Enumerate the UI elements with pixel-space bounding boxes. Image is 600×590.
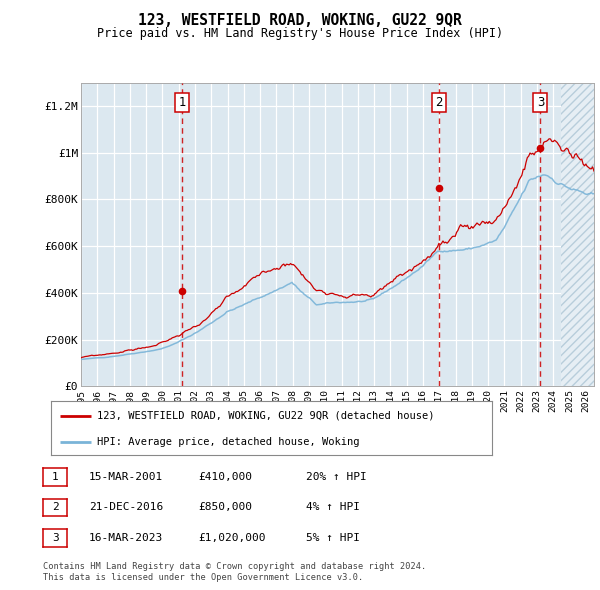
Bar [562, 83, 594, 386]
Bar [562, 83, 594, 386]
Text: 5% ↑ HPI: 5% ↑ HPI [306, 533, 360, 543]
Text: 123, WESTFIELD ROAD, WOKING, GU22 9QR (detached house): 123, WESTFIELD ROAD, WOKING, GU22 9QR (d… [97, 411, 435, 421]
Text: HPI: Average price, detached house, Woking: HPI: Average price, detached house, Woki… [97, 437, 360, 447]
Text: 3: 3 [537, 96, 544, 109]
Text: 20% ↑ HPI: 20% ↑ HPI [306, 472, 367, 481]
Text: £1,020,000: £1,020,000 [198, 533, 265, 543]
Text: £410,000: £410,000 [198, 472, 252, 481]
Text: 15-MAR-2001: 15-MAR-2001 [89, 472, 163, 481]
Text: 1: 1 [178, 96, 186, 109]
Text: 21-DEC-2016: 21-DEC-2016 [89, 503, 163, 512]
Text: £850,000: £850,000 [198, 503, 252, 512]
Text: 2: 2 [52, 503, 59, 512]
Text: 3: 3 [52, 533, 59, 543]
Text: 1: 1 [52, 472, 59, 481]
Text: Price paid vs. HM Land Registry's House Price Index (HPI): Price paid vs. HM Land Registry's House … [97, 27, 503, 40]
Text: 4% ↑ HPI: 4% ↑ HPI [306, 503, 360, 512]
Text: Contains HM Land Registry data © Crown copyright and database right 2024.: Contains HM Land Registry data © Crown c… [43, 562, 427, 571]
Bar [562, 83, 594, 386]
Text: 2: 2 [435, 96, 443, 109]
Text: 123, WESTFIELD ROAD, WOKING, GU22 9QR: 123, WESTFIELD ROAD, WOKING, GU22 9QR [138, 13, 462, 28]
Text: This data is licensed under the Open Government Licence v3.0.: This data is licensed under the Open Gov… [43, 572, 364, 582]
Text: 16-MAR-2023: 16-MAR-2023 [89, 533, 163, 543]
